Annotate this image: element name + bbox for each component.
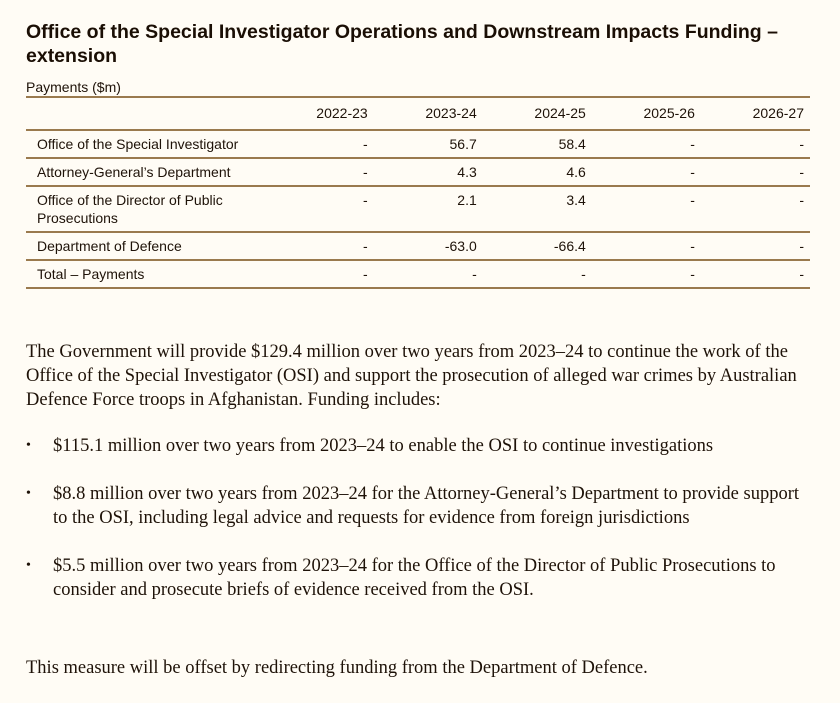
cell-value: - [690,164,695,180]
cell-value: - [690,136,695,152]
column-header-2024-25: 2024-25 [534,105,586,121]
column-header-label [26,97,266,130]
cell-value: - [799,238,804,254]
cell-value: - [690,266,695,282]
cell-value: - [363,266,368,282]
list-item-text: $115.1 million over two years from 2023–… [53,436,714,456]
list-item: • $115.1 million over two years from 202… [26,434,816,458]
cell-value: 2.1 [457,192,477,208]
list-item: • $5.5 million over two years from 2023–… [26,554,816,602]
cell-value: - [799,136,804,152]
bullet-icon: • [26,438,31,453]
cell-value: - [363,164,368,180]
table-row: Office of the Special Investigator - 56.… [26,130,810,158]
row-label: Office of the Special Investigator [37,136,239,152]
list-item-text: $5.5 million over two years from 2023–24… [53,556,776,600]
row-label: Office of the Director of Public Prosecu… [37,192,223,226]
cell-value: - [581,266,586,282]
cell-value: 4.3 [457,164,477,180]
cell-value: - [690,192,695,208]
document-title: Office of the Special Investigator Opera… [26,21,778,67]
cell-value: - [363,238,368,254]
list-item: • $8.8 million over two years from 2023–… [26,482,816,530]
row-label: Total – Payments [37,266,145,282]
cell-value: 58.4 [558,136,586,152]
cell-value: - [363,192,368,208]
cell-value: - [690,238,695,254]
table-row: Attorney-General’s Department - 4.3 4.6 … [26,158,810,186]
cell-value: 56.7 [449,136,477,152]
bullet-icon: • [26,486,31,501]
cell-value: 4.6 [566,164,586,180]
list-item-text: $8.8 million over two years from 2023–24… [53,484,799,528]
cell-value: - [799,192,804,208]
cell-value: -63.0 [444,238,477,254]
table-header-row: 2022-23 2023-24 2024-25 2025-26 2026-27 [26,97,810,130]
cell-value: - [799,164,804,180]
table-row: Department of Defence - -63.0 -66.4 - - [26,232,810,260]
bullet-icon: • [26,558,31,573]
intro-paragraph: The Government will provide $129.4 milli… [26,342,797,410]
payments-table: 2022-23 2023-24 2024-25 2025-26 2026-27 … [26,96,810,289]
row-label: Department of Defence [37,238,182,254]
column-header-2023-24: 2023-24 [425,105,477,121]
column-header-2025-26: 2025-26 [643,105,695,121]
closing-paragraph: This measure will be offset by redirecti… [26,658,648,678]
row-label: Attorney-General’s Department [37,164,231,180]
table-caption: Payments ($m) [26,79,121,95]
cell-value: - [472,266,477,282]
column-header-2022-23: 2022-23 [316,105,368,121]
cell-value: - [799,266,804,282]
table-row: Office of the Director of Public Prosecu… [26,186,810,232]
column-header-2026-27: 2026-27 [752,105,804,121]
table-total-row: Total – Payments - - - - - [26,260,810,288]
funding-bullet-list: • $115.1 million over two years from 202… [26,434,816,626]
cell-value: - [363,136,368,152]
cell-value: 3.4 [566,192,586,208]
cell-value: -66.4 [553,238,586,254]
